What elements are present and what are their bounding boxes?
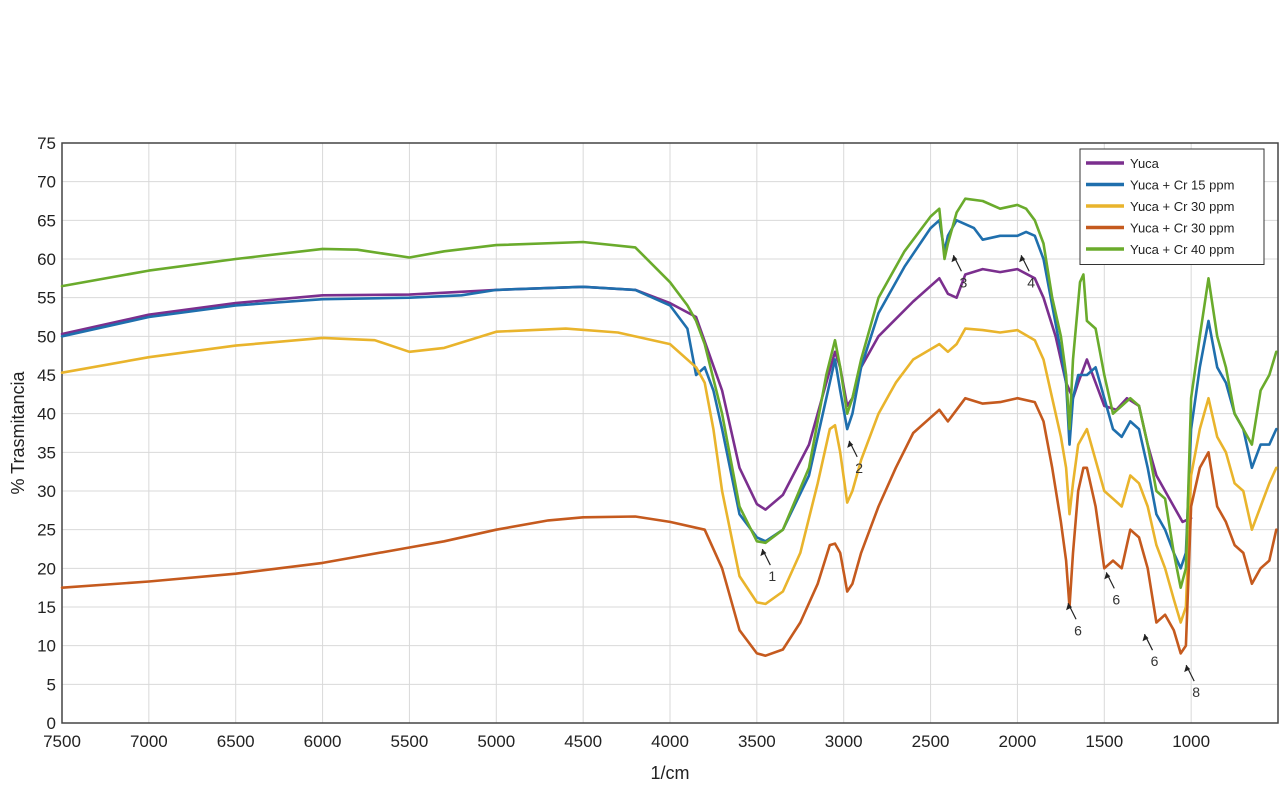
peak-annotations: 1 2 3 4 6 6 6 8 (760, 254, 1200, 700)
x-tick-label: 3500 (738, 732, 776, 751)
peak-arrowhead (760, 549, 767, 557)
y-tick-label: 5 (47, 675, 56, 694)
peak-arrowhead (1184, 665, 1191, 673)
y-tick-label: 30 (37, 482, 56, 501)
peak-label: 3 (960, 274, 968, 290)
y-tick-label: 60 (37, 250, 56, 269)
y-tick-label: 0 (47, 714, 56, 733)
series-line-4 (60, 197, 1278, 589)
x-tick-label: 6500 (217, 732, 255, 751)
peak-arrowhead (1066, 603, 1073, 611)
series-group (60, 197, 1278, 657)
peak-label: 6 (1074, 622, 1082, 638)
y-tick-label: 35 (37, 443, 56, 462)
y-tick-label: 10 (37, 637, 56, 656)
y-tick-label: 65 (37, 211, 56, 230)
peak-label: 8 (1192, 684, 1200, 700)
peak-label: 4 (1027, 274, 1035, 290)
grid (61, 142, 1278, 724)
x-axis-label: 1/cm (650, 763, 689, 783)
peak-arrowhead (847, 440, 854, 448)
peak-label: 2 (855, 460, 863, 476)
x-tick-label: 7500 (43, 732, 81, 751)
legend-entry: Yuca + Cr 30 ppm (1130, 199, 1234, 214)
x-tick-label: 1500 (1085, 732, 1123, 751)
y-tick-label: 75 (37, 134, 56, 153)
x-tick-label: 7000 (130, 732, 168, 751)
y-tick-label: 25 (37, 521, 56, 540)
y-tick-label: 55 (37, 289, 56, 308)
legend-entry: Yuca + Cr 40 ppm (1130, 242, 1234, 257)
legend: Yuca Yuca + Cr 15 ppm Yuca + Cr 30 ppm Yuca… (1079, 148, 1265, 265)
x-tick-label: 5000 (477, 732, 515, 751)
legend-entry: Yuca (1130, 156, 1160, 171)
series-line-3 (60, 396, 1278, 657)
peak-label: 6 (1151, 653, 1159, 669)
peak-arrowhead (1104, 572, 1111, 580)
y-tick-label: 20 (37, 559, 56, 578)
x-tick-label: 2500 (912, 732, 950, 751)
peak-label: 1 (768, 568, 776, 584)
x-tick-labels: 7500 7000 6500 6000 5500 5000 4500 4000 3500 3000… (43, 732, 1210, 751)
x-tick-label: 1000 (1172, 732, 1210, 751)
series-line-2 (60, 327, 1278, 624)
x-tick-label: 4500 (564, 732, 602, 751)
x-tick-label: 6000 (304, 732, 342, 751)
series-line-1 (60, 219, 1278, 570)
peak-label: 6 (1112, 591, 1120, 607)
y-axis-label: % Trasmitancia (8, 370, 28, 494)
y-tick-label: 50 (37, 327, 56, 346)
peak-arrowhead (1019, 255, 1026, 263)
plot-frame (61, 142, 1279, 724)
y-tick-label: 70 (37, 173, 56, 192)
peak-arrowhead (951, 255, 958, 263)
x-tick-label: 5500 (391, 732, 429, 751)
legend-entry: Yuca + Cr 15 ppm (1130, 178, 1234, 193)
peak-arrowhead (1142, 634, 1149, 642)
legend-entry: Yuca + Cr 30 ppm (1130, 221, 1234, 236)
y-tick-label: 40 (37, 405, 56, 424)
x-tick-label: 3000 (825, 732, 863, 751)
y-tick-label: 45 (37, 366, 56, 385)
x-tick-label: 4000 (651, 732, 689, 751)
y-tick-label: 15 (37, 598, 56, 617)
y-tick-labels: 0 5 10 15 20 25 30 35 40 45 50 55 60 65 70 75 (37, 134, 56, 733)
x-tick-label: 2000 (999, 732, 1037, 751)
